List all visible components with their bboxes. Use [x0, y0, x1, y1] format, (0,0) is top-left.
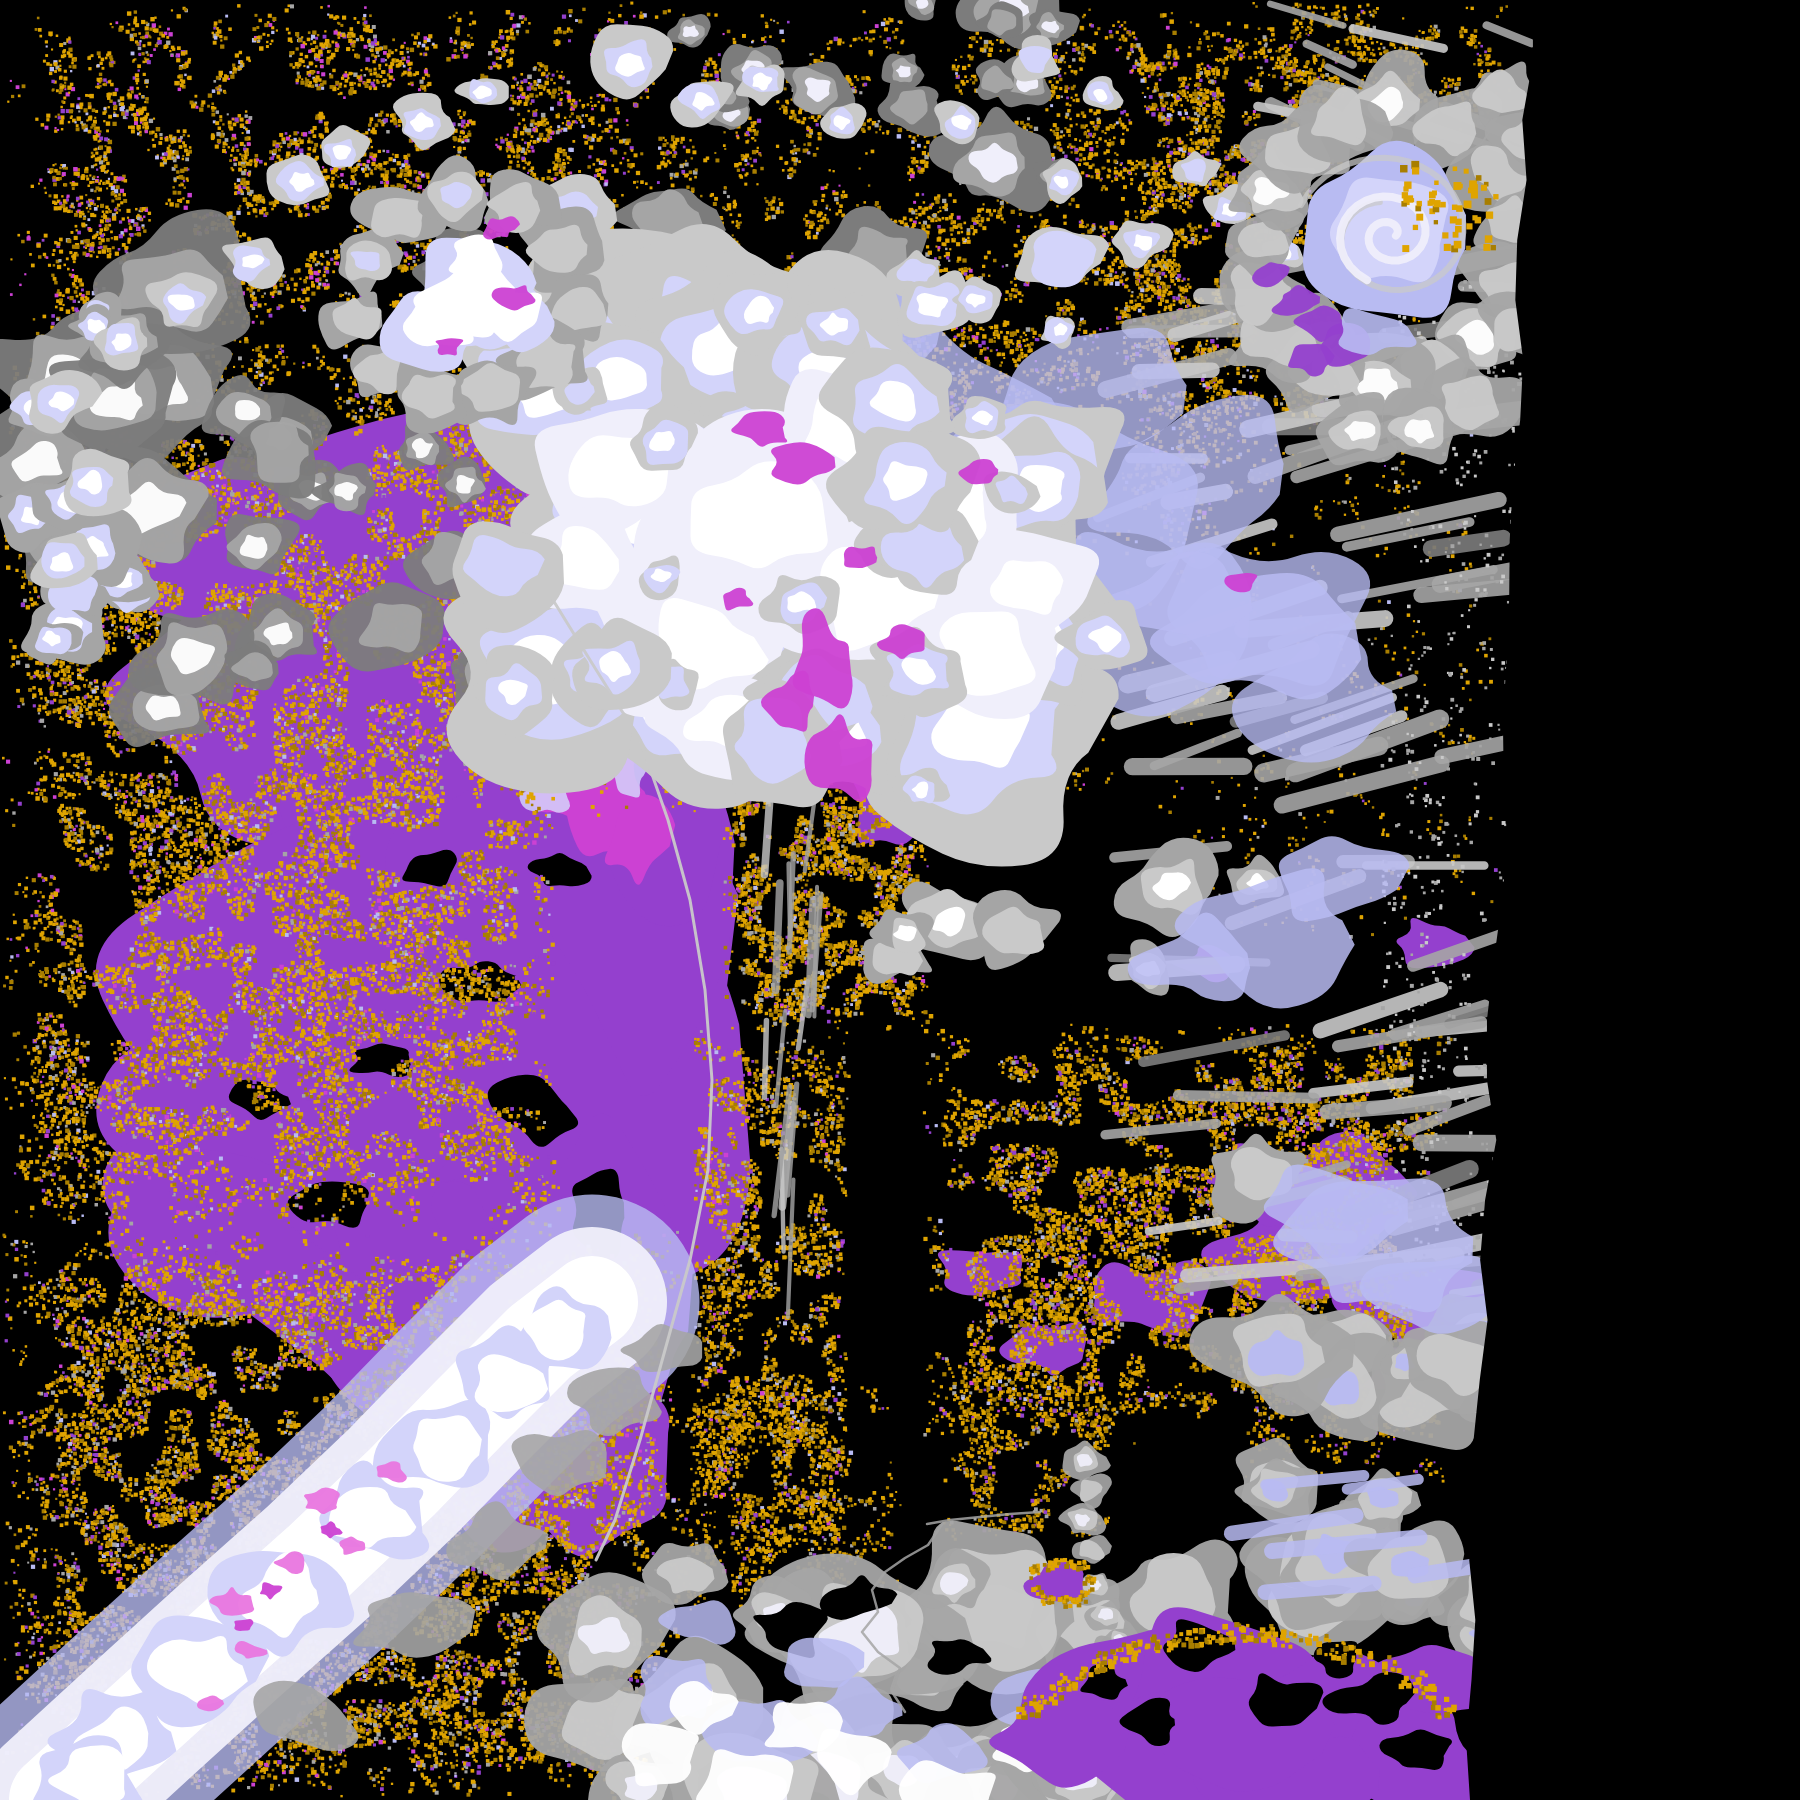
satellite-image [0, 0, 1800, 1800]
satellite-false-color-canvas [0, 0, 1800, 1800]
